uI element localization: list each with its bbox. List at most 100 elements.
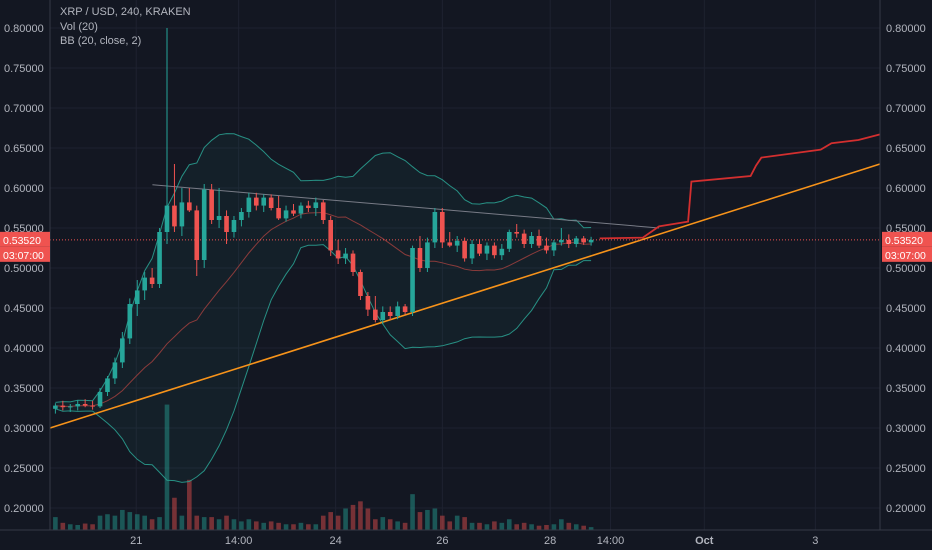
volume-bar bbox=[60, 522, 66, 530]
volume-bar bbox=[499, 522, 505, 530]
candle-body bbox=[298, 205, 304, 214]
x-tick: 26 bbox=[436, 535, 448, 547]
candle-body bbox=[112, 362, 118, 379]
candle-body bbox=[201, 189, 207, 260]
candle-body bbox=[320, 202, 326, 220]
candle-body bbox=[373, 309, 378, 320]
candles bbox=[53, 28, 594, 414]
candle-body bbox=[521, 233, 527, 244]
candle-body bbox=[581, 238, 586, 243]
volume-bar bbox=[164, 404, 170, 530]
candle-body bbox=[291, 210, 296, 214]
candle-body bbox=[276, 208, 281, 219]
resistance-line bbox=[152, 184, 660, 229]
y-tick-right: 0.25000 bbox=[886, 463, 926, 475]
candle-body bbox=[164, 205, 170, 232]
candle-body bbox=[313, 202, 319, 208]
candle-body bbox=[417, 248, 423, 268]
y-tick-right: 0.40000 bbox=[886, 343, 926, 355]
volume-bar bbox=[395, 521, 400, 530]
y-tick-left: 0.80000 bbox=[4, 23, 44, 35]
volume-bar bbox=[306, 524, 311, 530]
candle-body bbox=[97, 392, 103, 407]
candle-body bbox=[127, 304, 133, 339]
volume-bar bbox=[142, 515, 147, 530]
candle-body bbox=[514, 232, 520, 234]
candle-body bbox=[283, 210, 289, 219]
candle-body bbox=[60, 405, 66, 408]
volume-bar bbox=[425, 509, 430, 530]
legend: XRP / USD, 240, KRAKEN Vol (20) BB (20, … bbox=[60, 5, 191, 49]
candle-body bbox=[506, 232, 512, 249]
volume-bar bbox=[566, 522, 572, 530]
candle-body bbox=[328, 220, 334, 251]
volume-bar bbox=[313, 524, 319, 530]
volume-bar bbox=[588, 527, 594, 530]
candle-body bbox=[365, 296, 371, 310]
y-tick-left: 0.35000 bbox=[4, 383, 44, 395]
legend-symbol[interactable]: XRP / USD, 240, KRAKEN bbox=[60, 6, 191, 18]
x-tick: 28 bbox=[544, 535, 556, 547]
volume-bar bbox=[536, 525, 542, 530]
candle-body bbox=[335, 250, 341, 259]
legend-volume[interactable]: Vol (20) bbox=[60, 20, 98, 33]
y-tick-left: 0.70000 bbox=[4, 103, 44, 115]
price-tags: 0.53520 03:07:00 0.53520 03:07:00 bbox=[0, 231, 932, 262]
candle-body bbox=[224, 216, 229, 232]
candle-body bbox=[90, 405, 95, 407]
candle-body bbox=[216, 216, 222, 220]
left-countdown-text: 03:07:00 bbox=[3, 250, 44, 262]
volume-bar bbox=[283, 524, 289, 530]
grid bbox=[50, 0, 880, 530]
y-tick-right: 0.80000 bbox=[886, 23, 926, 35]
y-tick-right: 0.45000 bbox=[886, 303, 926, 315]
volume-bar bbox=[320, 515, 326, 530]
candle-body bbox=[239, 212, 244, 220]
volume-bar bbox=[358, 501, 363, 530]
left-price-bg bbox=[0, 231, 50, 247]
volume-bar bbox=[521, 522, 527, 530]
volume-bar bbox=[261, 522, 267, 530]
volume-bar bbox=[365, 508, 371, 530]
candle-body bbox=[246, 197, 252, 212]
volume-bar bbox=[75, 524, 81, 530]
candle-body bbox=[120, 338, 125, 363]
volume-bar bbox=[506, 519, 512, 530]
volume-bars bbox=[53, 404, 594, 530]
volume-bar bbox=[469, 522, 475, 530]
volume-bar bbox=[335, 515, 341, 530]
candle-body bbox=[105, 378, 110, 392]
candle-body bbox=[343, 253, 348, 259]
candle-body bbox=[380, 312, 386, 320]
volume-bar bbox=[194, 515, 200, 530]
volume-bar bbox=[291, 524, 296, 530]
y-tick-left: 0.25000 bbox=[4, 463, 44, 475]
candle-body bbox=[447, 242, 453, 246]
candle-body bbox=[142, 277, 147, 291]
y-tick-right: 0.50000 bbox=[886, 263, 926, 275]
volume-bar bbox=[224, 515, 229, 530]
volume-bar bbox=[529, 524, 534, 530]
candle-body bbox=[529, 236, 534, 244]
volume-bar bbox=[402, 522, 408, 530]
candle-body bbox=[477, 244, 482, 254]
candle-body bbox=[387, 312, 393, 316]
support-trendline bbox=[49, 163, 881, 429]
candle-body bbox=[75, 404, 81, 407]
volume-bar bbox=[298, 522, 304, 530]
candle-body bbox=[261, 197, 267, 206]
legend-bb[interactable]: BB (20, close, 2) bbox=[60, 35, 142, 47]
candle-body bbox=[499, 248, 505, 256]
volume-bar bbox=[112, 515, 118, 530]
volume-bar bbox=[179, 515, 185, 530]
volume-bar bbox=[127, 512, 133, 530]
candle-body bbox=[492, 245, 497, 256]
volume-bar bbox=[253, 521, 259, 530]
candle-body bbox=[187, 202, 192, 211]
volume-bar bbox=[387, 519, 393, 530]
candle-body bbox=[588, 239, 594, 243]
y-tick-left: 0.45000 bbox=[4, 303, 44, 315]
volume-bar bbox=[134, 514, 140, 530]
y-tick-right: 0.70000 bbox=[886, 103, 926, 115]
